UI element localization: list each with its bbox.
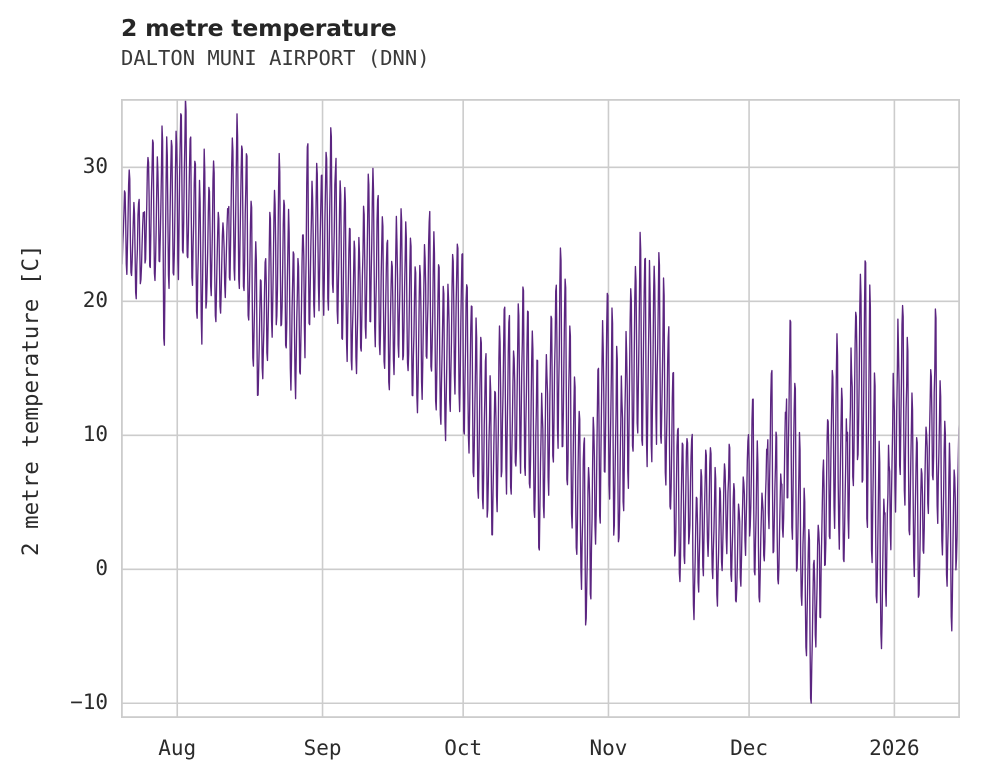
temperature-line [121,99,960,704]
x-axis-tick-label: Aug [158,736,197,760]
y-axis-tick-labels: 30 20 10 0 −10 [0,0,108,782]
page-title: 2 metre temperature [121,14,397,42]
x-axis-tick-label: Dec [730,736,769,760]
x-axis-tick-labels: Aug Sep Oct Nov Dec 2026 [0,738,981,778]
x-axis-tick-label: Sep [303,736,342,760]
y-axis-tick-label: 0 [95,556,108,581]
x-axis-tick-label: 2026 [869,736,920,760]
y-axis-tick-label: 20 [82,288,108,313]
y-axis-tick-label: −10 [70,690,108,715]
temperature-line-series [121,99,960,704]
plot-area [121,99,960,718]
title-block: 2 metre temperature DALTON MUNI AIRPORT … [121,14,961,72]
x-axis-tick-label: Nov [589,736,628,760]
temperature-series-svg [121,99,960,718]
plot-border [121,99,960,718]
chart-subtitle: DALTON MUNI AIRPORT (DNN) [121,46,430,70]
y-axis-tick-label: 10 [82,422,108,447]
x-axis-tick-label: Oct [444,736,483,760]
y-axis-tick-label: 30 [82,154,108,179]
